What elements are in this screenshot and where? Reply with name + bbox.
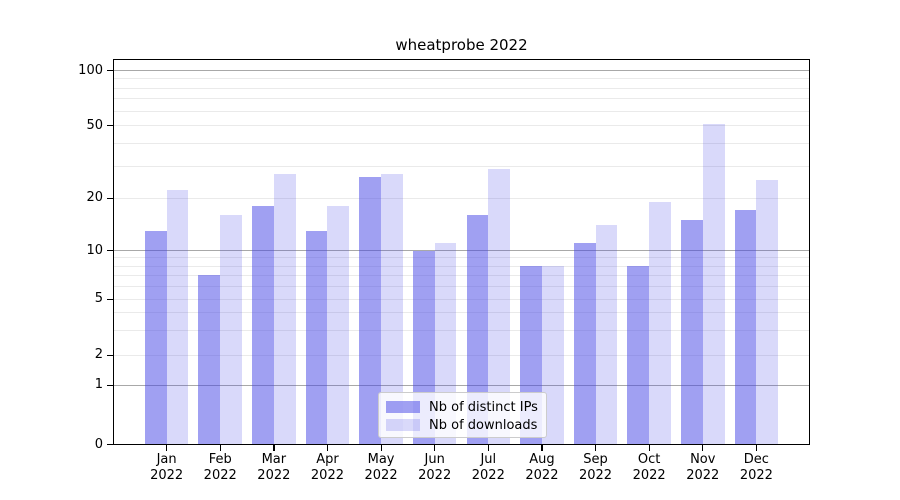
y-tick-label: 5 xyxy=(94,291,103,306)
gridline-minor xyxy=(113,298,810,300)
x-tick-mark xyxy=(219,445,221,451)
y-tick-mark xyxy=(107,444,113,446)
x-tick-mark xyxy=(166,445,168,451)
gridline-minor xyxy=(113,312,810,314)
x-tick-label: Jul 2022 xyxy=(471,452,505,483)
bar-downloads-aug xyxy=(541,266,564,445)
legend-item-distinct-ips: Nb of distinct IPs xyxy=(386,398,546,416)
gridline-minor xyxy=(113,274,810,276)
x-tick-mark xyxy=(273,445,275,451)
gridline-minor xyxy=(113,78,810,80)
bar-downloads-oct xyxy=(649,201,671,445)
x-tick-label: Feb 2022 xyxy=(203,452,237,483)
x-tick-mark xyxy=(487,445,489,451)
legend-label-downloads: Nb of downloads xyxy=(429,417,538,433)
bar-downloads-mar xyxy=(273,174,296,445)
x-tick-mark xyxy=(380,445,382,451)
gridline-minor xyxy=(113,142,810,144)
x-tick-mark xyxy=(595,445,597,451)
bar-downloads-feb xyxy=(220,214,243,445)
legend-label-distinct-ips: Nb of distinct IPs xyxy=(429,399,538,415)
x-tick-label: Mar 2022 xyxy=(257,452,291,483)
x-tick-label: Dec 2022 xyxy=(739,452,773,483)
x-tick-mark xyxy=(648,445,650,451)
bar-downloads-may xyxy=(381,174,403,445)
bar-downloads-jul xyxy=(488,168,511,445)
gridline-major xyxy=(113,384,810,386)
y-tick-mark xyxy=(107,384,113,386)
gridline-minor xyxy=(113,165,810,167)
bar-distinct-ips-dec xyxy=(734,210,757,445)
y-tick-label: 50 xyxy=(86,117,103,133)
gridline-minor xyxy=(113,354,810,356)
y-tick-mark xyxy=(107,125,113,127)
y-tick-mark xyxy=(107,298,113,300)
bar-downloads-dec xyxy=(756,180,779,445)
bar-distinct-ips-oct xyxy=(627,266,650,445)
x-tick-mark xyxy=(541,445,543,451)
chart-title: wheatprobe 2022 xyxy=(395,36,528,54)
gridline-major xyxy=(113,250,810,251)
y-tick-label: 2 xyxy=(94,347,103,362)
gridline-minor xyxy=(113,98,810,100)
y-tick-label: 20 xyxy=(86,190,103,205)
bar-downloads-apr xyxy=(327,205,350,445)
gridline-minor xyxy=(113,110,810,112)
x-tick-label: Apr 2022 xyxy=(310,452,344,483)
legend-swatch-downloads xyxy=(386,419,420,431)
gridline-minor xyxy=(113,329,810,331)
y-tick-label: 1 xyxy=(94,377,103,392)
x-tick-label: May 2022 xyxy=(364,452,398,483)
gridline-minor xyxy=(113,87,810,89)
bar-distinct-ips-sep xyxy=(573,243,596,445)
y-tick-mark xyxy=(107,197,113,199)
legend: Nb of distinct IPs Nb of downloads xyxy=(378,392,547,438)
y-tick-mark xyxy=(107,70,113,72)
bar-distinct-ips-mar xyxy=(252,205,274,445)
gridline-minor xyxy=(113,125,810,127)
bar-distinct-ips-jan xyxy=(144,230,167,445)
x-tick-label: Aug 2022 xyxy=(525,452,559,483)
bar-distinct-ips-may xyxy=(359,177,382,445)
plot-border xyxy=(113,59,810,445)
bar-downloads-nov xyxy=(702,124,725,445)
x-tick-mark xyxy=(755,445,758,451)
bar-distinct-ips-apr xyxy=(305,230,328,445)
bar-distinct-ips-jul xyxy=(466,214,489,445)
bar-distinct-ips-feb xyxy=(198,275,221,445)
gridline-minor xyxy=(113,285,810,287)
x-tick-label: Jun 2022 xyxy=(418,452,452,483)
x-tick-label: Sep 2022 xyxy=(578,452,613,483)
legend-item-downloads: Nb of downloads xyxy=(386,416,546,434)
gridline-minor xyxy=(113,197,810,199)
x-tick-mark xyxy=(326,445,329,451)
gridline-minor xyxy=(113,257,810,259)
y-tick-label: 100 xyxy=(78,62,103,78)
y-tick-mark xyxy=(107,354,113,356)
gridline-major xyxy=(113,70,810,71)
x-tick-label: Nov 2022 xyxy=(686,452,720,483)
x-tick-mark xyxy=(702,445,704,451)
y-tick-label: 10 xyxy=(86,242,103,258)
x-tick-label: Oct 2022 xyxy=(632,452,666,483)
x-tick-mark xyxy=(434,445,436,451)
bar-distinct-ips-nov xyxy=(680,219,703,445)
y-tick-mark xyxy=(107,250,113,252)
x-tick-label: Jan 2022 xyxy=(150,452,184,483)
y-tick-label: 0 xyxy=(94,436,103,452)
legend-swatch-distinct-ips xyxy=(386,401,420,413)
bar-downloads-jan xyxy=(166,190,189,445)
gridline-minor xyxy=(113,265,810,267)
bar-downloads-sep xyxy=(595,225,618,445)
